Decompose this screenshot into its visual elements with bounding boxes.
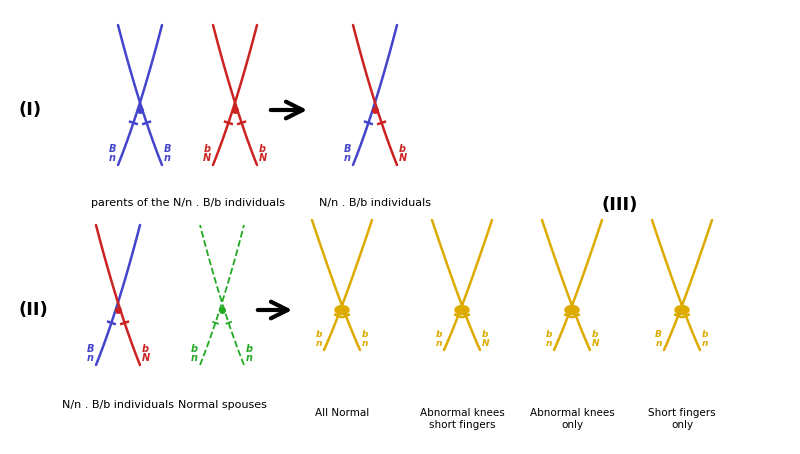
Ellipse shape xyxy=(675,306,689,315)
Text: (II): (II) xyxy=(18,301,48,319)
Text: n: n xyxy=(109,153,116,163)
Text: All Normal: All Normal xyxy=(315,408,369,418)
Text: n: n xyxy=(246,353,253,363)
Ellipse shape xyxy=(455,306,469,315)
Text: n: n xyxy=(164,153,171,163)
Text: n: n xyxy=(656,339,662,348)
Text: Abnormal knees
short fingers: Abnormal knees short fingers xyxy=(420,408,504,429)
Text: b: b xyxy=(362,330,369,339)
Text: b: b xyxy=(546,330,552,339)
Text: b: b xyxy=(399,144,406,154)
Text: n: n xyxy=(362,339,368,348)
Text: b: b xyxy=(142,344,149,354)
Text: B: B xyxy=(655,330,662,339)
Ellipse shape xyxy=(335,306,349,315)
Text: n: n xyxy=(87,353,94,363)
Text: N: N xyxy=(399,153,407,163)
Text: n: n xyxy=(316,339,322,348)
Text: b: b xyxy=(259,144,266,154)
Text: b: b xyxy=(246,344,253,354)
Text: B: B xyxy=(164,144,171,154)
Text: b: b xyxy=(482,330,489,339)
Ellipse shape xyxy=(565,306,579,315)
Text: N: N xyxy=(203,153,211,163)
Text: n: n xyxy=(191,353,198,363)
Text: B: B xyxy=(344,144,351,154)
Text: n: n xyxy=(546,339,552,348)
Text: N: N xyxy=(482,339,490,348)
Text: N: N xyxy=(592,339,599,348)
Text: N: N xyxy=(142,353,150,363)
Text: Abnormal knees
only: Abnormal knees only xyxy=(530,408,614,429)
Text: b: b xyxy=(592,330,598,339)
Text: N/n . B/b individuals: N/n . B/b individuals xyxy=(62,400,174,410)
Text: b: b xyxy=(191,344,198,354)
Text: b: b xyxy=(315,330,322,339)
Text: B: B xyxy=(109,144,116,154)
Text: n: n xyxy=(344,153,351,163)
Text: (III): (III) xyxy=(602,196,638,214)
Text: parents of the N/n . B/b individuals: parents of the N/n . B/b individuals xyxy=(91,198,285,208)
Text: n: n xyxy=(702,339,708,348)
Text: b: b xyxy=(204,144,211,154)
Text: B: B xyxy=(86,344,94,354)
Text: (I): (I) xyxy=(18,101,41,119)
Text: b: b xyxy=(702,330,709,339)
Text: n: n xyxy=(436,339,442,348)
Text: b: b xyxy=(435,330,442,339)
Text: N: N xyxy=(259,153,267,163)
Text: Normal spouses: Normal spouses xyxy=(178,400,266,410)
Text: Short fingers
only: Short fingers only xyxy=(648,408,716,429)
Text: N/n . B/b individuals: N/n . B/b individuals xyxy=(319,198,431,208)
